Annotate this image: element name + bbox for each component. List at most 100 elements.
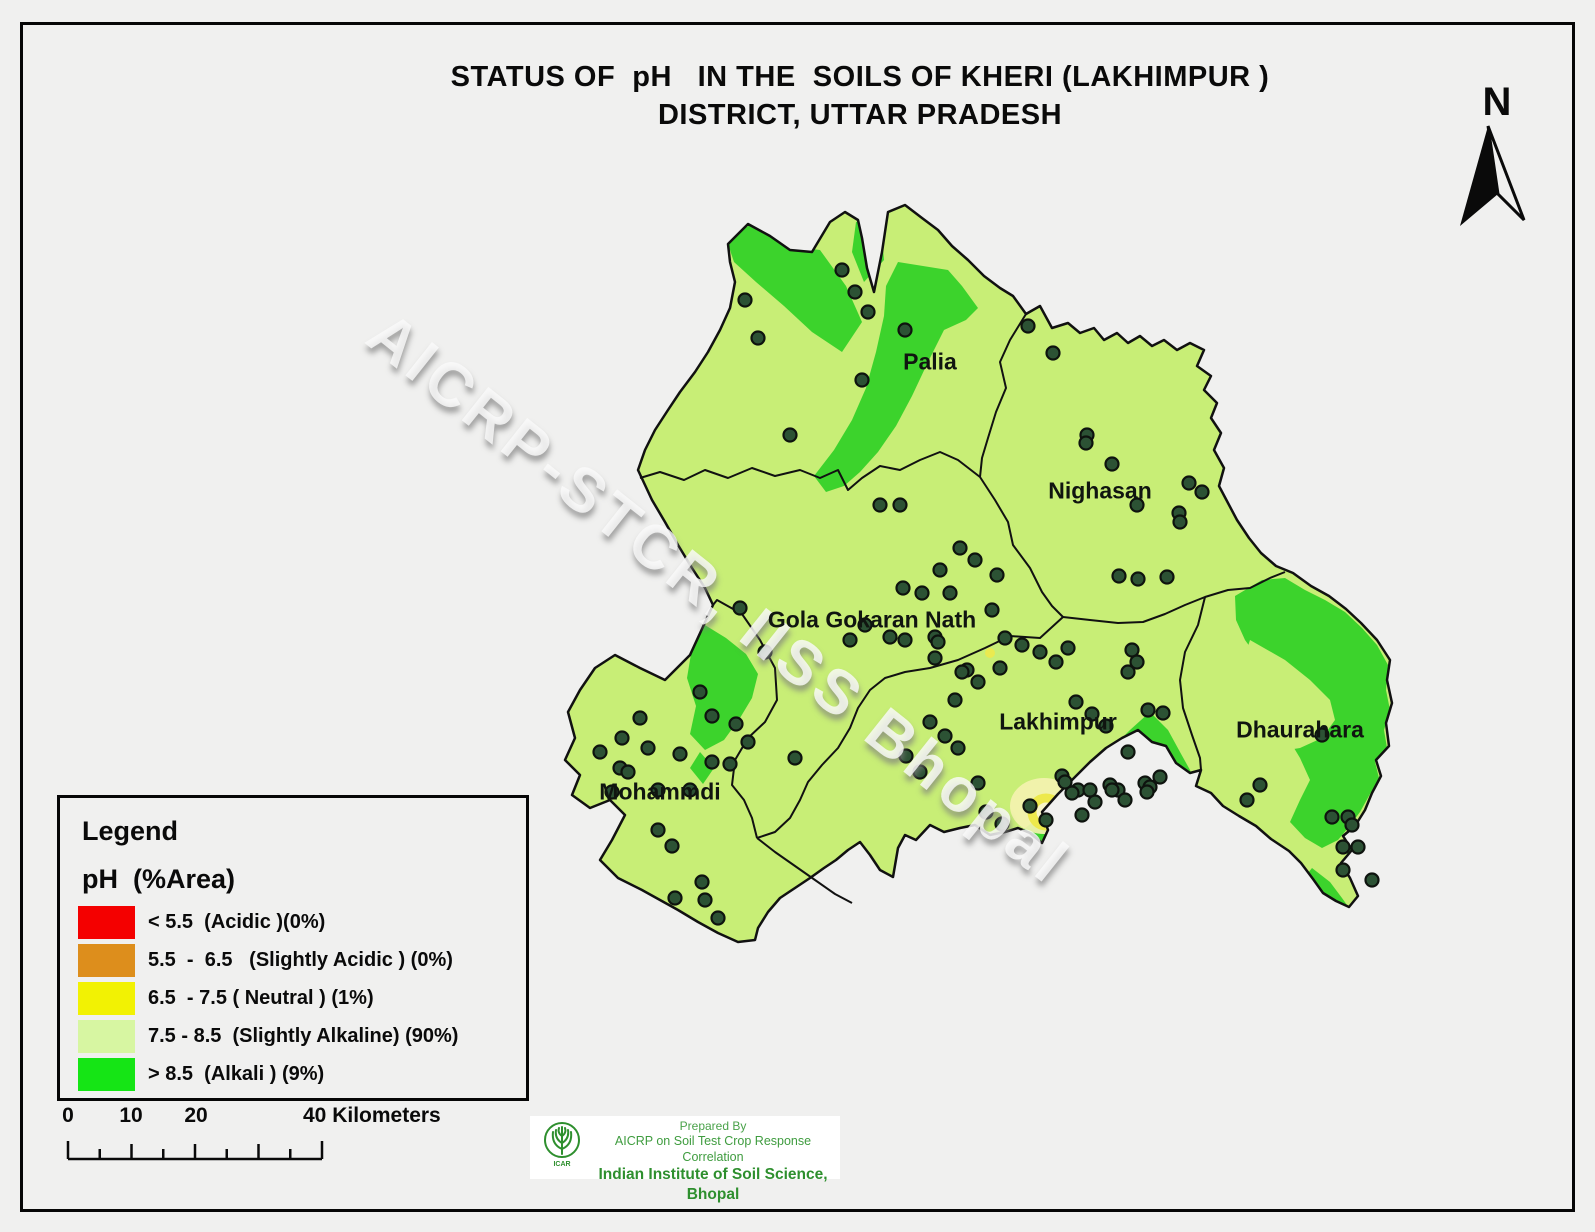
sample-point bbox=[740, 734, 756, 750]
soil-sample-dots bbox=[592, 262, 1380, 926]
slightly-alkaline-swatch bbox=[78, 1020, 135, 1053]
sample-point bbox=[927, 650, 943, 666]
scale-ruler bbox=[66, 1141, 324, 1161]
sample-point bbox=[1129, 497, 1145, 513]
sample-point bbox=[1252, 777, 1268, 793]
sample-point bbox=[1364, 872, 1380, 888]
sample-point bbox=[937, 728, 953, 744]
sample-point bbox=[1350, 839, 1366, 855]
sample-point bbox=[857, 617, 873, 633]
tehsil-boundaries bbox=[639, 313, 1286, 904]
sample-point bbox=[989, 567, 1005, 583]
sample-point bbox=[704, 754, 720, 770]
acidic-swatch bbox=[78, 906, 135, 939]
sample-point bbox=[1074, 807, 1090, 823]
sample-point bbox=[860, 304, 876, 320]
sample-point bbox=[640, 740, 656, 756]
sample-point bbox=[614, 730, 630, 746]
sample-point bbox=[632, 710, 648, 726]
scale-10: 10 bbox=[119, 1104, 143, 1127]
sample-point bbox=[882, 629, 898, 645]
sample-point bbox=[942, 585, 958, 601]
sample-point bbox=[1314, 727, 1330, 743]
sample-point bbox=[954, 664, 970, 680]
region-label-mohammdi: Mohammdi bbox=[599, 778, 721, 805]
sample-point bbox=[967, 552, 983, 568]
sample-point bbox=[1344, 817, 1360, 833]
sample-point bbox=[912, 764, 928, 780]
north-arrow: N bbox=[1436, 82, 1546, 237]
sample-point bbox=[892, 497, 908, 513]
sample-point bbox=[1139, 784, 1155, 800]
sample-point bbox=[930, 634, 946, 650]
sample-point bbox=[787, 750, 803, 766]
region-label-nighasan: Nighasan bbox=[1048, 477, 1152, 504]
sample-point bbox=[842, 632, 858, 648]
region-label-dhaurahara: Dhaurahara bbox=[1236, 716, 1364, 743]
sample-point bbox=[1155, 705, 1171, 721]
sample-point bbox=[932, 562, 948, 578]
sample-point bbox=[984, 602, 1000, 618]
sample-point bbox=[1014, 637, 1030, 653]
iiss-line: Indian Institute of Soil Science, Bhopal bbox=[598, 1166, 828, 1203]
sample-point bbox=[604, 784, 620, 800]
sample-point bbox=[834, 262, 850, 278]
sample-point bbox=[1038, 812, 1054, 828]
sample-point bbox=[1194, 484, 1210, 500]
scale-40-kilometers: 40 Kilometers bbox=[303, 1104, 441, 1127]
sample-point bbox=[978, 804, 994, 820]
legend-title: Legend bbox=[82, 816, 179, 846]
slightly-acidic-swatch bbox=[78, 944, 135, 977]
attribution-text: Prepared By AICRP on Soil Test Crop Resp… bbox=[588, 1119, 838, 1204]
sample-point bbox=[950, 740, 966, 756]
sample-point bbox=[710, 910, 726, 926]
sample-point bbox=[992, 660, 1008, 676]
sample-point bbox=[1129, 654, 1145, 670]
sample-point bbox=[1104, 782, 1120, 798]
sample-point bbox=[694, 874, 710, 890]
sample-point bbox=[682, 782, 698, 798]
sample-point bbox=[704, 708, 720, 724]
icar-logo-icon: ICAR bbox=[544, 1122, 580, 1168]
slightly-acidic-label: 5.5 - 6.5 (Slightly Acidic ) (0%) bbox=[148, 949, 453, 971]
sample-point bbox=[1084, 706, 1100, 722]
page-title: STATUS OF pH IN THE SOILS OF KHERI (LAKH… bbox=[330, 58, 1390, 134]
sample-point bbox=[1172, 514, 1188, 530]
sample-point bbox=[1068, 694, 1084, 710]
sample-point bbox=[1111, 568, 1127, 584]
sample-point bbox=[697, 892, 713, 908]
sample-point bbox=[970, 775, 986, 791]
sample-point bbox=[1159, 569, 1175, 585]
sample-point bbox=[1104, 456, 1120, 472]
sample-point bbox=[970, 674, 986, 690]
sample-point bbox=[1335, 862, 1351, 878]
sample-point bbox=[650, 782, 666, 798]
sample-point bbox=[1117, 792, 1133, 808]
district-outline bbox=[563, 203, 1394, 944]
sample-point bbox=[620, 764, 636, 780]
prepared-by: Prepared By bbox=[679, 1119, 747, 1133]
sample-point bbox=[782, 427, 798, 443]
sample-point bbox=[1239, 792, 1255, 808]
scale-0: 0 bbox=[62, 1104, 74, 1127]
svg-text:ICAR: ICAR bbox=[553, 1161, 570, 1168]
slightly-alkaline-label: 7.5 - 8.5 (Slightly Alkaline) (90%) bbox=[148, 1025, 459, 1047]
sample-point bbox=[757, 644, 773, 660]
title-line-1: STATUS OF pH IN THE SOILS OF KHERI (LAKH… bbox=[450, 61, 1270, 93]
sample-point bbox=[1045, 345, 1061, 361]
sample-point bbox=[914, 585, 930, 601]
sample-point bbox=[1020, 318, 1036, 334]
sample-point bbox=[650, 822, 666, 838]
sample-point bbox=[1022, 798, 1038, 814]
alkali-label: > 8.5 (Alkali ) (9%) bbox=[148, 1063, 325, 1085]
sample-point bbox=[722, 756, 738, 772]
district-body bbox=[565, 205, 1392, 942]
region-label-lakhimpur: Lakhimpur bbox=[999, 708, 1117, 735]
north-label: N bbox=[1482, 80, 1512, 124]
sample-point bbox=[897, 322, 913, 338]
sample-point bbox=[1152, 769, 1168, 785]
sample-point bbox=[994, 816, 1010, 832]
sample-point bbox=[692, 684, 708, 700]
